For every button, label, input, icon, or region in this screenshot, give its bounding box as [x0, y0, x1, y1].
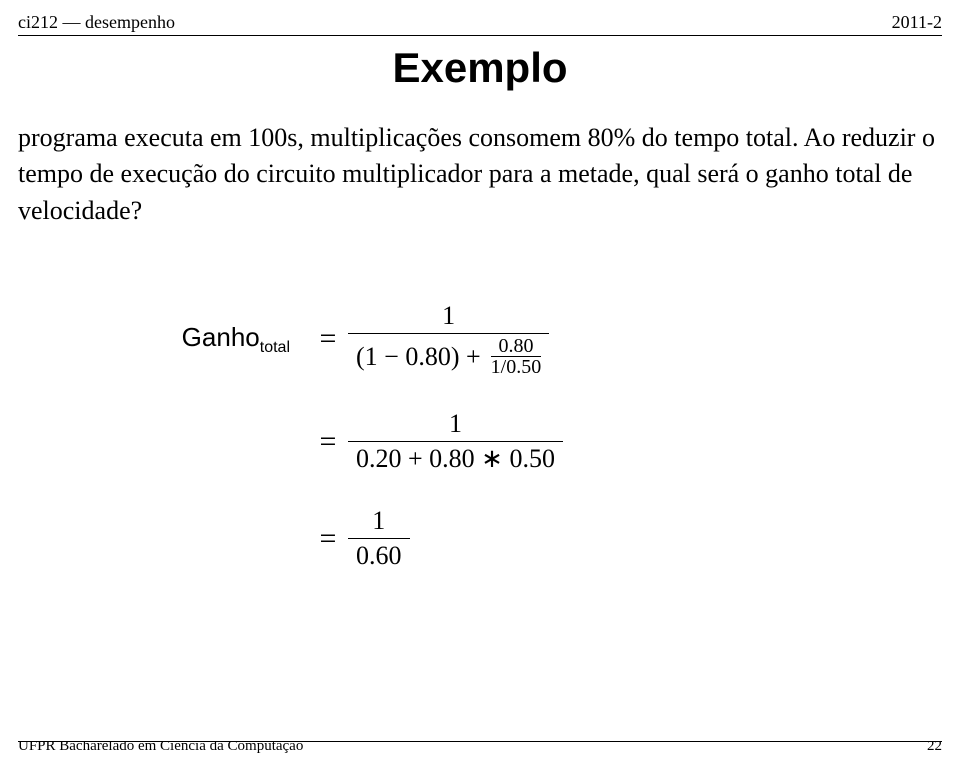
page-header: ci212 — desempenho 2011-2 — [18, 12, 942, 36]
equation-row-1: Ganhototal = 1 (1 − 0.80) + 0.80 1/0.50 — [148, 299, 942, 379]
denom-left-text: (1 − 0.80) + — [356, 342, 481, 372]
footer-right: 22 — [927, 741, 942, 755]
equation-block: Ganhototal = 1 (1 − 0.80) + 0.80 1/0.50 … — [148, 299, 942, 573]
lhs-subscript: total — [260, 339, 290, 356]
equals-sign: = — [308, 322, 348, 356]
problem-paragraph: programa executa em 100s, multiplicações… — [18, 120, 942, 229]
inner-fraction-numerator: 0.80 — [498, 336, 533, 356]
equals-sign: = — [308, 522, 348, 556]
fraction-2-denominator: 0.20 + 0.80 ∗ 0.50 — [348, 442, 563, 476]
fraction-2: 1 0.20 + 0.80 ∗ 0.50 — [348, 407, 563, 476]
page-footer: UFPR Bacharelado em Ciência da Computaçã… — [18, 741, 942, 755]
fraction-1: 1 (1 − 0.80) + 0.80 1/0.50 — [348, 299, 549, 379]
fraction-3-numerator: 1 — [364, 504, 393, 538]
inner-fraction: 0.80 1/0.50 — [491, 336, 542, 377]
page-title: Exemplo — [18, 44, 942, 92]
equals-sign: = — [308, 425, 348, 459]
fraction-1-numerator: 1 — [434, 299, 463, 333]
fraction-3: 1 0.60 — [348, 504, 410, 573]
equation-row-2: = 1 0.20 + 0.80 ∗ 0.50 — [148, 407, 942, 476]
fraction-2-numerator: 1 — [441, 407, 470, 441]
lhs-main: Ganho — [182, 322, 260, 352]
equation-row-3: = 1 0.60 — [148, 504, 942, 573]
header-right: 2011-2 — [892, 12, 942, 33]
equation-lhs: Ganhototal — [148, 322, 308, 357]
footer-left: UFPR Bacharelado em Ciência da Computaçã… — [18, 741, 303, 755]
fraction-1-denominator: (1 − 0.80) + 0.80 1/0.50 — [348, 334, 549, 379]
inner-fraction-denominator: 1/0.50 — [491, 357, 542, 377]
header-left: ci212 — desempenho — [18, 12, 175, 33]
fraction-3-denominator: 0.60 — [348, 539, 410, 573]
